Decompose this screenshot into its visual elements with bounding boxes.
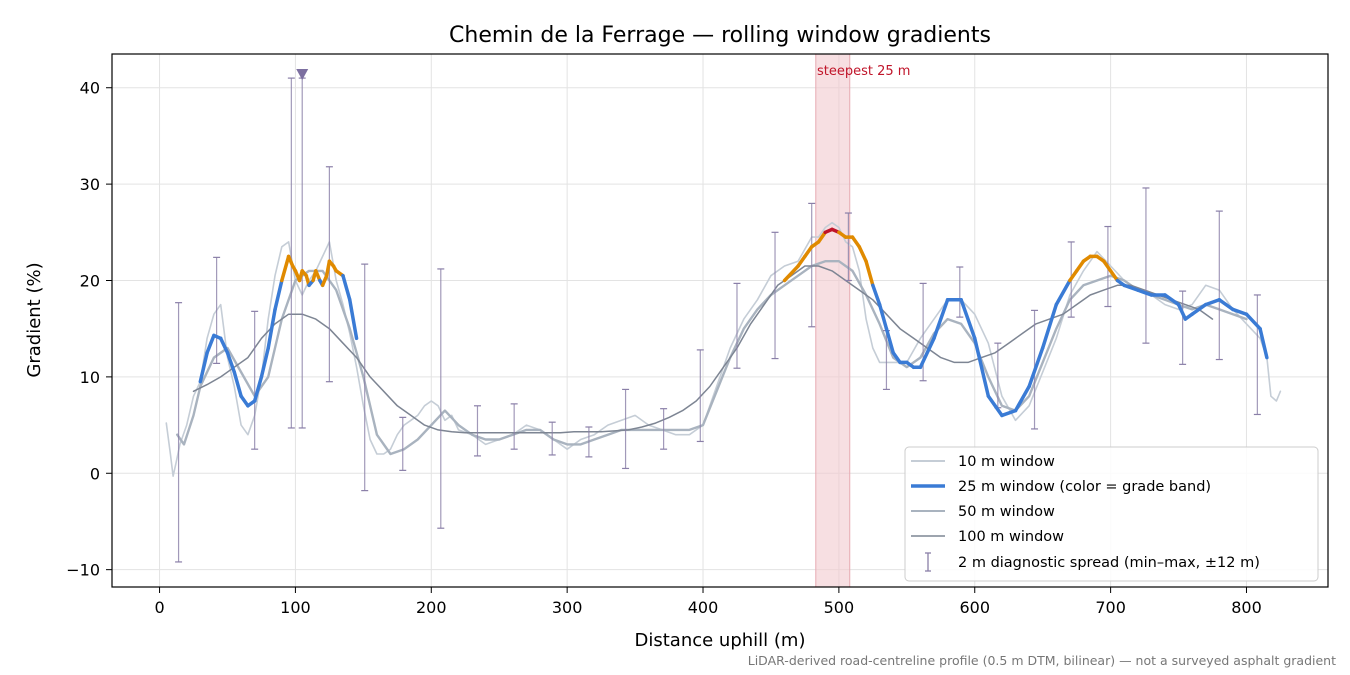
y-axis-ticks: −10 0 10 20 30 40 [66, 79, 112, 580]
line-25m-segment [266, 307, 277, 350]
line-25m-segment [273, 278, 284, 312]
y-tick-label: 30 [80, 175, 100, 194]
line-50m [175, 260, 1248, 456]
line-25m-segment [1013, 384, 1031, 413]
line-25m-segment [1074, 259, 1086, 273]
diagnostic-spread [175, 69, 1261, 563]
steepest-highlight [815, 53, 851, 588]
series-25m [198, 227, 1269, 418]
clipped-marker-icon [296, 69, 309, 80]
x-tick-label: 500 [824, 598, 855, 617]
legend-box [904, 446, 1319, 582]
line-25m-segment [1000, 408, 1018, 418]
line-25m-segment [280, 254, 291, 283]
line-25m-segment [877, 302, 889, 331]
x-tick-label: 600 [959, 598, 990, 617]
line-25m-segment [225, 351, 237, 374]
line-25m-segment [986, 394, 1004, 418]
line-25m-segment [782, 264, 800, 283]
y-tick-label: −10 [66, 561, 100, 580]
series-10m [165, 221, 1282, 478]
line-25m-segment [932, 298, 950, 341]
line-25m-segment [252, 375, 264, 403]
line-25m-segment [857, 245, 868, 263]
line-25m-segment [803, 245, 814, 259]
y-tick-label: 10 [80, 368, 100, 387]
legend-label-10m: 10 m window [958, 454, 1055, 470]
legend-swatch-errorbar [925, 552, 931, 572]
line-25m-segment [1136, 288, 1154, 297]
chart-title: Chemin de la Ferrage — rolling window gr… [449, 23, 991, 48]
y-tick-label: 40 [80, 79, 100, 98]
line-25m-segment [1163, 293, 1181, 307]
line-25m-segment [1027, 346, 1045, 389]
legend-label-50m: 50 m window [958, 504, 1055, 520]
line-25m-segment [259, 346, 270, 379]
line-25m-segment [1244, 312, 1262, 331]
legend: 10 m window 25 m window (color = grade b… [904, 446, 1319, 582]
line-25m-segment [1054, 278, 1072, 307]
line-25m-segment [1040, 302, 1059, 350]
x-axis-ticks: 0 100 200 300 400 500 600 700 800 [154, 587, 1262, 617]
x-tick-label: 800 [1231, 598, 1262, 617]
x-tick-label: 400 [688, 598, 719, 617]
x-tick-label: 300 [552, 598, 583, 617]
legend-label-25m: 25 m window (color = grade band) [958, 479, 1211, 495]
plot-frame [111, 53, 1329, 588]
steepest-annotation: steepest 25 m [817, 64, 910, 79]
series-100m [192, 265, 1214, 434]
line-25m-segment [232, 370, 243, 398]
legend-label-100m: 100 m window [958, 529, 1064, 545]
line-25m-segment [1217, 298, 1235, 312]
y-axis-label: Gradient (%) [24, 262, 45, 377]
legend-label-errorbar: 2 m diagnostic spread (min–max, ±12 m) [958, 555, 1260, 571]
x-tick-label: 0 [154, 598, 164, 617]
x-axis-label: Distance uphill (m) [635, 630, 806, 651]
line-25m-segment [1203, 298, 1222, 307]
line-25m-segment [198, 351, 209, 384]
footnote: LiDAR-derived road-centreline profile (0… [748, 653, 1336, 668]
line-25m-segment [864, 259, 875, 288]
line-25m-segment [1258, 326, 1269, 360]
line-25m-segment [1068, 269, 1079, 283]
line-25m-segment [205, 333, 216, 355]
line-10m [165, 221, 1282, 478]
line-25m-segment [972, 336, 991, 398]
line-25m-segment [1176, 302, 1188, 321]
line-100m [192, 265, 1214, 434]
x-tick-label: 100 [280, 598, 311, 617]
line-25m-segment [959, 298, 977, 341]
line-25m-segment [239, 394, 250, 408]
line-25m-segment [816, 230, 828, 244]
y-tick-label: 20 [80, 272, 100, 291]
line-25m-segment [218, 336, 230, 355]
line-25m-segment [796, 254, 807, 268]
y-tick-label: 0 [90, 464, 100, 483]
line-25m-segment [1108, 269, 1120, 283]
line-25m-segment [341, 273, 352, 302]
line-25m-segment [891, 351, 902, 365]
x-tick-label: 700 [1095, 598, 1126, 617]
line-25m-segment [348, 298, 359, 341]
line-25m-segment [1122, 283, 1140, 292]
series-50m [175, 260, 1248, 456]
line-25m-segment [1231, 307, 1249, 316]
line-25m-segment [884, 326, 895, 355]
line-25m-segment [850, 235, 862, 249]
line-25m-segment [871, 283, 882, 307]
steepest-band [815, 53, 851, 588]
line-25m-segment [1102, 259, 1113, 273]
line-25m-segment [324, 259, 332, 278]
line-25m-segment [1190, 302, 1208, 316]
x-tick-label: 200 [416, 598, 447, 617]
line-25m-segment [918, 336, 936, 369]
